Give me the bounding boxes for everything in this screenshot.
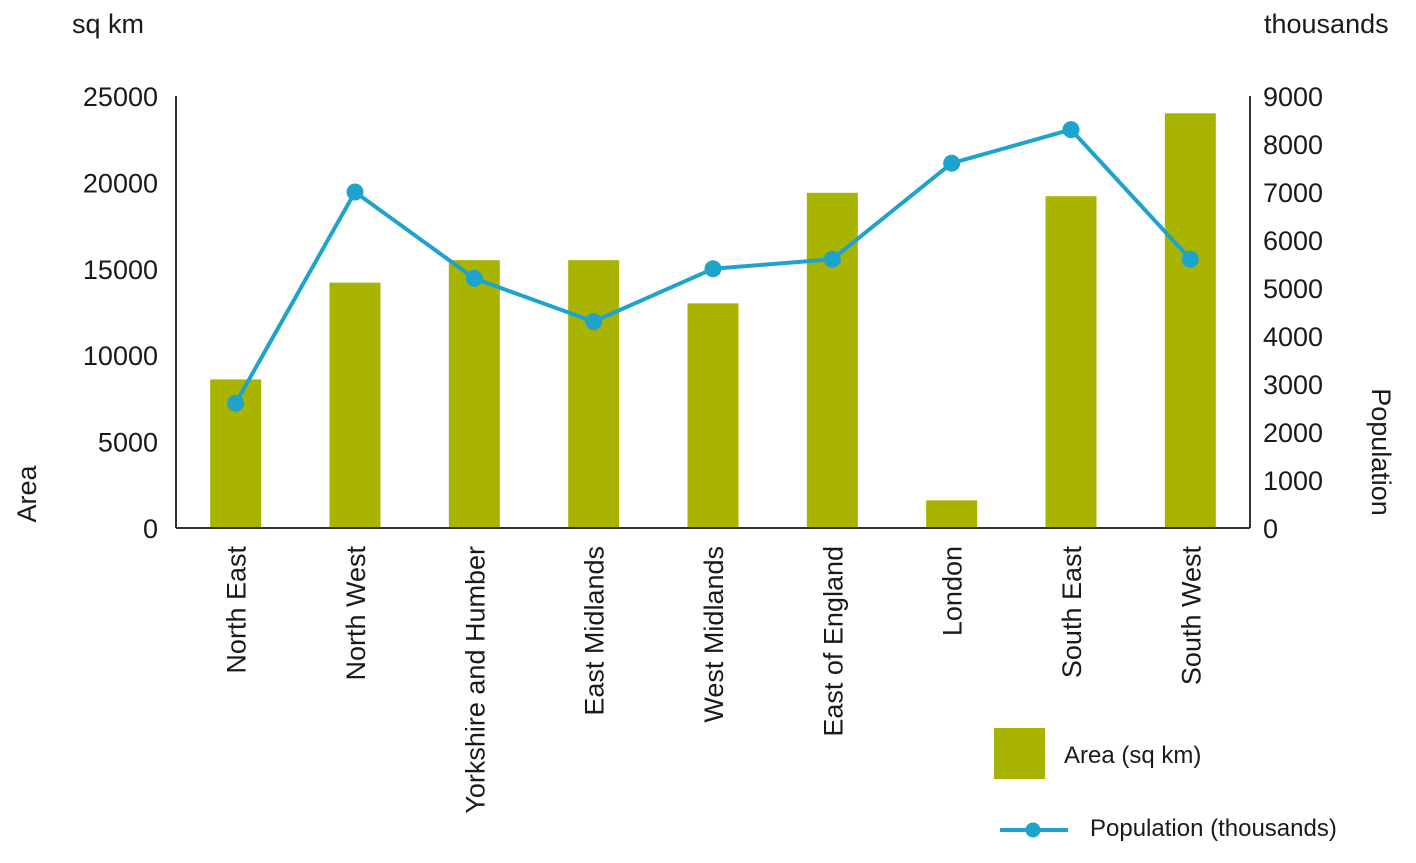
category-label: North East (222, 546, 252, 674)
population-point (465, 269, 483, 287)
category-label: East of England (818, 546, 848, 737)
area-bar (806, 192, 858, 528)
population-point (943, 154, 961, 172)
population-point (823, 250, 841, 268)
bar-series (210, 113, 1216, 528)
right-tick-label: 3000 (1263, 370, 1323, 400)
right-axis-ticks: 0 1000 2000 3000 4000 5000 6000 7000 8000 9000 (1263, 82, 1323, 544)
left-tick-label: 15000 (83, 255, 158, 285)
right-tick-label: 6000 (1263, 226, 1323, 256)
area-bar (448, 260, 500, 528)
legend-line-marker (1025, 822, 1041, 838)
left-unit-label: sq km (72, 9, 144, 39)
area-bar (1164, 113, 1216, 528)
legend-label-area: Area (sq km) (1064, 742, 1201, 769)
population-point (1181, 250, 1199, 268)
legend-bar-swatch (994, 728, 1045, 779)
category-label: South East (1057, 546, 1087, 679)
population-point (585, 313, 603, 331)
population-point (227, 394, 245, 412)
left-tick-label: 10000 (83, 341, 158, 371)
legend: Area (sq km) Population (thousands) (994, 728, 1337, 842)
category-label: North West (341, 546, 371, 681)
right-unit-label: thousands (1264, 9, 1389, 39)
category-label: Yorkshire and Humber (460, 546, 490, 814)
right-tick-label: 7000 (1263, 178, 1323, 208)
category-label: West Midlands (699, 546, 729, 723)
category-label: South West (1176, 546, 1206, 686)
left-tick-label: 0 (143, 514, 158, 544)
left-axis-ticks: 0 5000 10000 15000 20000 25000 (83, 82, 158, 544)
area-bar (568, 260, 620, 528)
population-point (346, 183, 364, 201)
right-tick-label: 8000 (1263, 130, 1323, 160)
right-tick-label: 2000 (1263, 418, 1323, 448)
right-tick-label: 0 (1263, 514, 1278, 544)
population-point (1062, 121, 1080, 139)
population-point (704, 260, 722, 278)
area-bar (1045, 196, 1097, 528)
right-tick-label: 4000 (1263, 322, 1323, 352)
right-tick-label: 9000 (1263, 82, 1323, 112)
right-tick-label: 1000 (1263, 466, 1323, 496)
left-tick-label: 5000 (98, 428, 158, 458)
right-tick-label: 5000 (1263, 274, 1323, 304)
left-tick-label: 20000 (83, 168, 158, 198)
right-axis-title: Population (1366, 388, 1396, 516)
left-axis-title: Area (12, 465, 42, 523)
left-tick-label: 25000 (83, 82, 158, 112)
area-bar (329, 282, 381, 528)
area-bar (926, 500, 978, 528)
area-bar (687, 303, 739, 528)
line-series (227, 121, 1199, 412)
category-label: East Midlands (580, 546, 610, 716)
category-labels: North East North West Yorkshire and Humber… (222, 546, 1207, 814)
category-label: London (938, 546, 968, 636)
legend-label-population: Population (thousands) (1090, 815, 1337, 842)
